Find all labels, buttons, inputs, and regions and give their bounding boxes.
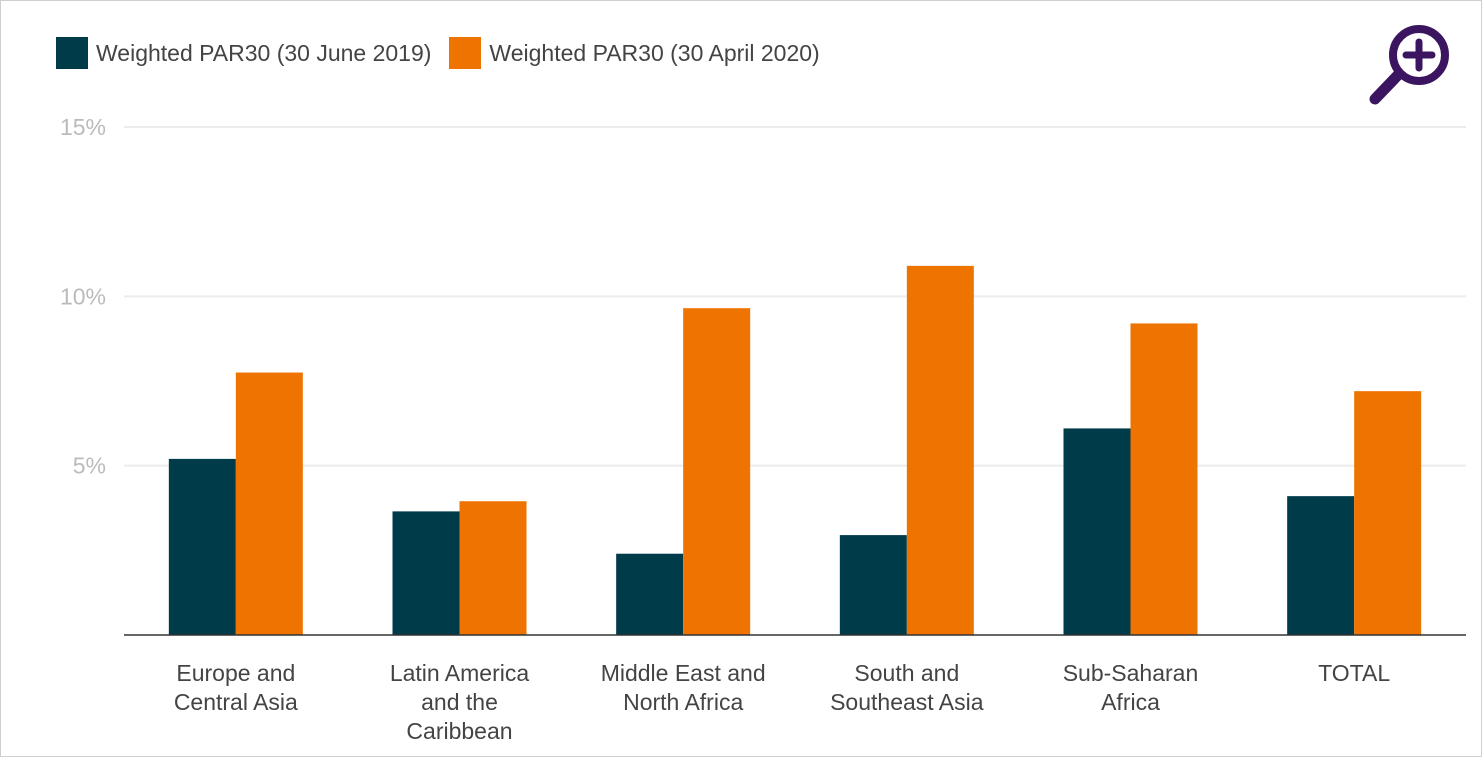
bar-series-2[interactable] bbox=[459, 501, 527, 635]
bar-series-1[interactable] bbox=[168, 458, 236, 635]
zoom-in-icon[interactable] bbox=[1365, 23, 1457, 109]
bar-series-2[interactable] bbox=[1130, 323, 1198, 635]
legend-label-april-2020: Weighted PAR30 (30 April 2020) bbox=[489, 39, 820, 66]
bar-series-2[interactable] bbox=[683, 308, 751, 635]
legend-item-june-2019[interactable]: Weighted PAR30 (30 June 2019) bbox=[56, 37, 431, 69]
bar-series-2[interactable] bbox=[906, 265, 974, 635]
x-category-label: Central Asia bbox=[174, 689, 298, 715]
bar-series-2[interactable] bbox=[235, 372, 303, 635]
x-category-label: Caribbean bbox=[406, 718, 512, 744]
x-category-label: South and bbox=[854, 660, 959, 686]
y-tick-label: 10% bbox=[60, 283, 106, 309]
bar-series-1[interactable] bbox=[839, 535, 907, 635]
bar-series-1[interactable] bbox=[616, 553, 684, 635]
bar-series-2[interactable] bbox=[1354, 391, 1422, 635]
legend-item-april-2020[interactable]: Weighted PAR30 (30 April 2020) bbox=[449, 37, 820, 69]
x-category-label: and the bbox=[421, 689, 498, 715]
x-category-label: Sub-Saharan bbox=[1063, 660, 1199, 686]
x-category-label: Europe and bbox=[176, 660, 295, 686]
x-category-label: Africa bbox=[1101, 689, 1160, 715]
legend: Weighted PAR30 (30 June 2019) Weighted P… bbox=[56, 37, 838, 69]
y-tick-label: 15% bbox=[60, 114, 106, 140]
legend-swatch-june-2019 bbox=[56, 37, 88, 69]
x-category-label: Middle East and bbox=[601, 660, 766, 686]
legend-swatch-april-2020 bbox=[449, 37, 482, 69]
bar-series-1[interactable] bbox=[1063, 428, 1131, 635]
bar-series-1[interactable] bbox=[1287, 496, 1355, 635]
x-category-label: TOTAL bbox=[1318, 660, 1390, 686]
bar-series-1[interactable] bbox=[392, 511, 460, 635]
x-category-label: Latin America bbox=[390, 660, 530, 686]
y-tick-label: 5% bbox=[73, 453, 106, 479]
x-category-label: Southeast Asia bbox=[830, 689, 984, 715]
legend-label-june-2019: Weighted PAR30 (30 June 2019) bbox=[96, 39, 432, 66]
x-category-label: North Africa bbox=[623, 689, 743, 715]
